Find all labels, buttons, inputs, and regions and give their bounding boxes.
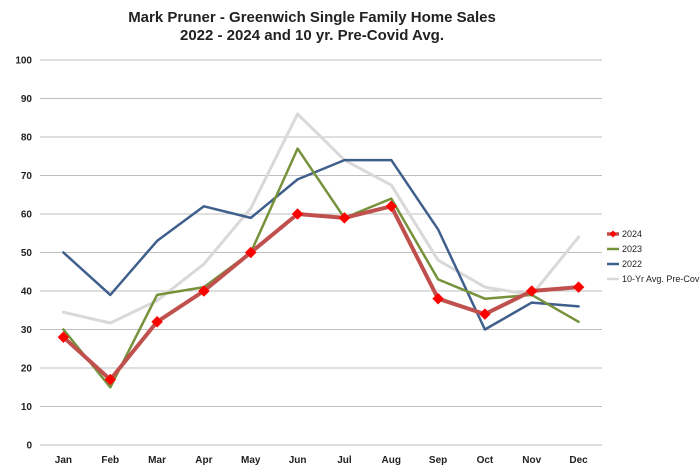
data-point	[291, 208, 304, 220]
series-line-2022	[62, 158, 580, 331]
legend-label: 2023	[622, 244, 642, 254]
y-tick-label: 70	[21, 171, 33, 182]
x-tick-label: Nov	[522, 455, 541, 466]
y-tick-label: 80	[21, 133, 33, 144]
x-tick-label: Jul	[337, 455, 352, 466]
data-point	[104, 373, 117, 386]
y-tick-label: 40	[21, 287, 33, 298]
y-tick-label: 50	[21, 248, 33, 259]
x-tick-label: Aug	[382, 455, 401, 466]
legend-label: 2022	[622, 259, 642, 269]
data-point	[338, 211, 351, 224]
x-tick-label: Dec	[569, 455, 588, 466]
legend: 2024 2023 2022 10-Yr Avg. Pre-Covid	[607, 229, 700, 284]
y-tick-label: 90	[21, 94, 33, 105]
x-tick-label: Sep	[429, 455, 447, 466]
data-point	[385, 200, 398, 213]
y-tick-label: 0	[26, 441, 32, 452]
legend-label: 2024	[622, 229, 642, 239]
data-point	[525, 285, 538, 297]
axes: 0 10 20 30 40 50 60 70 80 90 100 Jan Feb Mar Apr May Jun…	[15, 56, 602, 466]
y-tick-label: 20	[21, 364, 33, 375]
x-tick-label: May	[241, 455, 261, 466]
data-point	[432, 292, 444, 305]
x-tick-label: Apr	[195, 455, 212, 466]
data-point	[479, 308, 491, 320]
data-point	[244, 246, 257, 259]
data-point	[151, 315, 163, 328]
series-markers	[57, 200, 585, 386]
y-tick-label: 60	[21, 210, 33, 221]
chart-title: Mark Pruner - Greenwich Single Family Ho…	[128, 9, 496, 26]
chart-subtitle: 2022 - 2024 and 10 yr. Pre-Covid Avg.	[180, 27, 444, 44]
x-tick-label: Mar	[148, 455, 166, 466]
x-tick-label: Oct	[477, 455, 494, 466]
series-line-2023	[62, 147, 580, 389]
y-tick-label: 10	[21, 402, 33, 413]
series-line-10-yr-avg-pre-covid	[61, 112, 581, 325]
data-point	[57, 331, 70, 344]
x-tick-label: Jan	[55, 455, 72, 466]
x-tick-label: Feb	[101, 455, 119, 466]
data-point	[198, 285, 210, 297]
y-tick-label: 30	[21, 325, 33, 336]
gridlines	[40, 59, 602, 407]
legend-marker	[609, 230, 617, 238]
data-point	[572, 281, 585, 294]
legend-label: 10-Yr Avg. Pre-Covid	[622, 274, 700, 284]
y-tick-label: 100	[15, 56, 32, 67]
x-tick-label: Jun	[289, 455, 307, 466]
series-lines	[61, 112, 581, 389]
series-line-2024	[61, 204, 581, 382]
